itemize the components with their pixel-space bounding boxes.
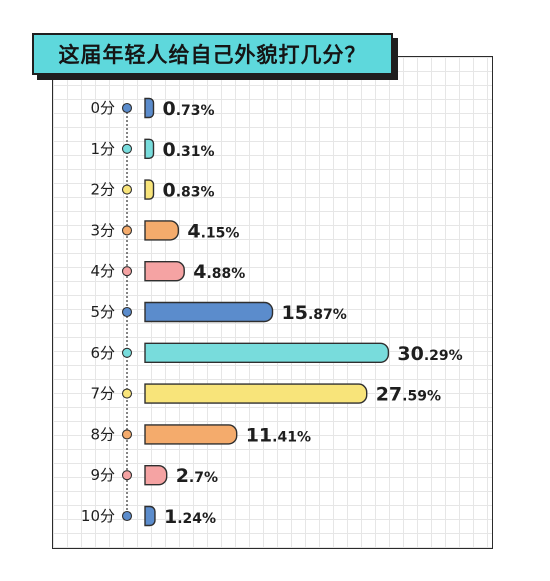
- bar: [144, 97, 155, 119]
- category-dot: [121, 347, 133, 358]
- bar: [144, 383, 368, 404]
- bar: [144, 220, 180, 241]
- bar: [144, 301, 274, 323]
- category-label: 9分: [90, 466, 115, 484]
- data-label: 0.83%: [163, 180, 215, 202]
- data-label: 30.29%: [397, 343, 462, 365]
- category-label: 2分: [90, 181, 115, 199]
- data-label: 4.15%: [187, 220, 239, 242]
- title-banner: 这届年轻人给自己外貌打几分？: [32, 33, 393, 75]
- category-dot: [121, 225, 133, 236]
- category-dot: [121, 266, 133, 277]
- data-label: 0.31%: [163, 139, 215, 161]
- bar: [144, 179, 155, 200]
- grid-panel: [52, 56, 493, 549]
- data-label: 0.73%: [163, 98, 215, 120]
- category-dot: [121, 388, 133, 399]
- chart-title: 这届年轻人给自己外貌打几分？: [58, 43, 367, 67]
- data-label: 4.88%: [193, 261, 245, 283]
- data-label: 2.7%: [176, 465, 218, 487]
- category-label: 7分: [90, 385, 115, 403]
- category-dot: [121, 184, 133, 195]
- bar: [144, 342, 390, 363]
- bar: [144, 138, 155, 159]
- category-label: 10分: [81, 507, 115, 525]
- category-dot: [121, 306, 133, 318]
- category-dot: [121, 102, 133, 114]
- data-label: 1.24%: [164, 506, 216, 528]
- category-dot: [121, 470, 133, 481]
- category-label: 8分: [90, 425, 115, 443]
- category-label: 1分: [90, 140, 115, 158]
- bar: [144, 505, 156, 527]
- data-label: 15.87%: [282, 302, 347, 324]
- category-dot: [121, 143, 133, 154]
- bar: [144, 465, 168, 486]
- category-label: 6分: [90, 344, 115, 362]
- category-label: 3分: [90, 221, 115, 239]
- category-label: 0分: [90, 99, 115, 117]
- data-label: 11.41%: [246, 424, 311, 446]
- bar: [144, 261, 185, 282]
- category-label: 4分: [90, 262, 115, 280]
- data-label: 27.59%: [376, 384, 441, 406]
- category-dot: [121, 510, 133, 522]
- category-dot: [121, 429, 133, 440]
- bar: [144, 424, 238, 445]
- category-label: 5分: [90, 303, 115, 321]
